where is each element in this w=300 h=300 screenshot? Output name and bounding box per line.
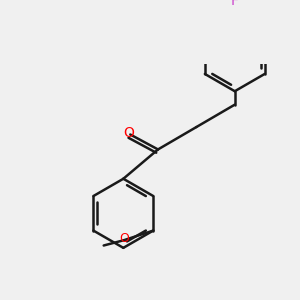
Text: O: O [123,126,134,140]
Text: O: O [119,232,129,245]
Text: F: F [231,0,239,8]
